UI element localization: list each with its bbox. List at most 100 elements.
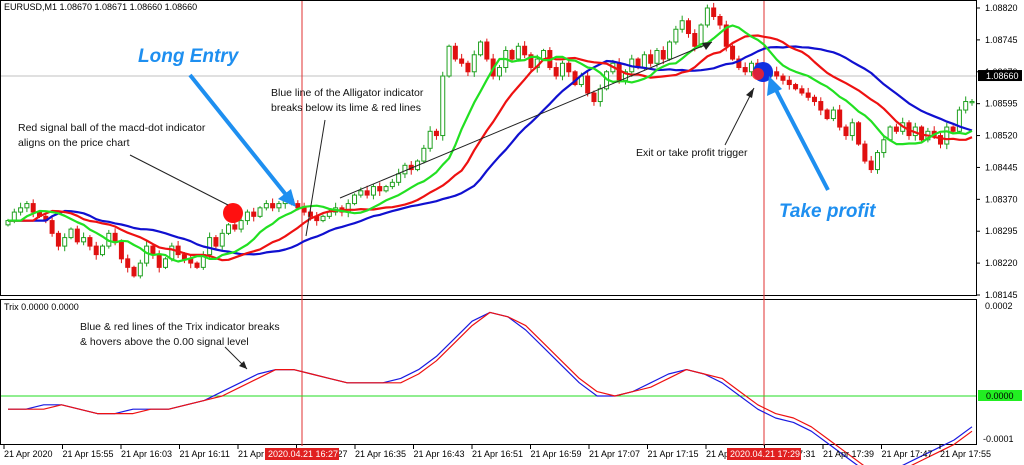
price-tick-label: 1.08145 bbox=[985, 290, 1018, 300]
candle-body bbox=[811, 96, 817, 103]
current-price-badge bbox=[978, 70, 1022, 82]
candle-body bbox=[87, 237, 93, 247]
candle-body bbox=[723, 24, 729, 47]
candle-body bbox=[799, 88, 805, 94]
candle-body bbox=[843, 126, 849, 137]
candle-body bbox=[692, 33, 698, 47]
candle-body bbox=[742, 67, 748, 73]
candle-body bbox=[55, 232, 61, 247]
price-tick-label: 1.08220 bbox=[985, 258, 1018, 268]
price-tick-label: 1.08445 bbox=[985, 162, 1018, 172]
current-price-label: 1.08660 bbox=[986, 71, 1019, 81]
candle-body bbox=[213, 237, 219, 247]
candle-body bbox=[887, 126, 893, 141]
macd-dot-signal-ball bbox=[223, 203, 243, 223]
take-profit-label: Take profit bbox=[779, 201, 876, 222]
exit-pointer bbox=[724, 87, 755, 146]
candle-body bbox=[937, 135, 943, 145]
candle-body bbox=[648, 54, 654, 64]
candle-body bbox=[805, 92, 811, 98]
price-axis: 1.088201.087451.086701.085951.085201.084… bbox=[976, 3, 1018, 300]
price-tick-label: 1.08295 bbox=[985, 226, 1018, 236]
signal-level-badge bbox=[978, 390, 1022, 401]
candle-body bbox=[837, 109, 843, 128]
candle-body bbox=[238, 220, 244, 230]
candle-body bbox=[156, 254, 162, 268]
candle-body bbox=[950, 126, 956, 132]
candle-body bbox=[717, 16, 723, 26]
candle-body bbox=[276, 203, 282, 209]
vline-time-label: 2020.04.21 16:27 bbox=[268, 449, 338, 459]
candle-body bbox=[150, 245, 156, 256]
candle-body bbox=[541, 50, 547, 60]
candle-body bbox=[509, 50, 515, 60]
time-tick-label: 21 Apr 17:07 bbox=[589, 449, 640, 459]
time-tick-label: 21 Apr 17:55 bbox=[940, 449, 991, 459]
price-tick-label: 1.08820 bbox=[985, 3, 1018, 13]
candle-body bbox=[893, 126, 899, 132]
signal-ball-note-line2: aligns on the price chart bbox=[18, 137, 130, 149]
candle-body bbox=[944, 126, 950, 145]
candle-body bbox=[169, 245, 175, 260]
candle-body bbox=[11, 211, 17, 222]
time-tick-label: 21 Apr 16:51 bbox=[472, 449, 523, 459]
candle-body bbox=[730, 45, 736, 60]
candle-body bbox=[118, 241, 124, 260]
trix-note-line1: Blue & red lines of the Trix indicator b… bbox=[80, 321, 280, 333]
candle-body bbox=[301, 207, 307, 213]
candle-body bbox=[131, 266, 137, 277]
trix-tick-top: 0.0002 bbox=[985, 301, 1013, 311]
trix-arrowhead bbox=[239, 361, 247, 369]
time-tick-label: 21 Apr 17:47 bbox=[882, 449, 933, 459]
long-entry-arrowhead bbox=[278, 189, 296, 207]
candle-body bbox=[181, 254, 187, 260]
candle-body bbox=[24, 203, 30, 209]
candle-body bbox=[18, 207, 24, 213]
candle-body bbox=[219, 232, 225, 247]
candle-body bbox=[774, 71, 780, 77]
time-tick-label: 21 Apr 2020 bbox=[4, 449, 53, 459]
candle-body bbox=[862, 143, 868, 162]
time-tick-label: 21 Apr 16:43 bbox=[414, 449, 465, 459]
candle-body bbox=[654, 50, 660, 64]
candle-body bbox=[427, 130, 433, 149]
candle-body bbox=[112, 232, 118, 243]
candle-body bbox=[30, 203, 36, 213]
alligator-lime-line bbox=[8, 24, 973, 263]
alligator-note-line2: breaks below its lime & red lines bbox=[271, 102, 421, 114]
candle-body bbox=[364, 190, 370, 196]
trend-line bbox=[339, 41, 713, 199]
candle-body bbox=[446, 45, 452, 77]
alligator-blue-line bbox=[8, 45, 973, 256]
candle-body bbox=[370, 186, 376, 196]
candle-body bbox=[251, 211, 257, 217]
candle-body bbox=[963, 101, 969, 111]
symbol-header: EURUSD,M1 1.08670 1.08671 1.08660 1.0866… bbox=[4, 2, 197, 12]
candle-body bbox=[881, 139, 887, 154]
trix-panel-frame bbox=[0, 299, 977, 445]
trix-red-line bbox=[8, 311, 973, 465]
candle-body bbox=[100, 245, 106, 256]
candle-body bbox=[452, 45, 458, 60]
candle-body bbox=[244, 211, 250, 222]
candle-body bbox=[711, 7, 717, 18]
candle-body bbox=[352, 194, 358, 205]
candle-body bbox=[956, 109, 962, 132]
time-tick-label: 21 Apr 16:11 bbox=[180, 449, 230, 459]
candle-body bbox=[736, 58, 742, 69]
price-tick-label: 1.08520 bbox=[985, 131, 1018, 141]
candle-body bbox=[818, 101, 824, 111]
take-profit-arrowhead bbox=[767, 76, 782, 96]
candle-body bbox=[660, 50, 666, 60]
trix-lines bbox=[1, 311, 976, 465]
candle-body bbox=[295, 203, 301, 209]
candle-body bbox=[824, 109, 830, 120]
candle-body bbox=[748, 62, 754, 73]
candle-body bbox=[433, 130, 439, 137]
candle-body bbox=[471, 54, 477, 73]
candle-body bbox=[559, 62, 565, 77]
candle-body bbox=[440, 75, 446, 137]
exit-arrowhead bbox=[746, 88, 754, 98]
alligator-red-line bbox=[8, 34, 973, 262]
